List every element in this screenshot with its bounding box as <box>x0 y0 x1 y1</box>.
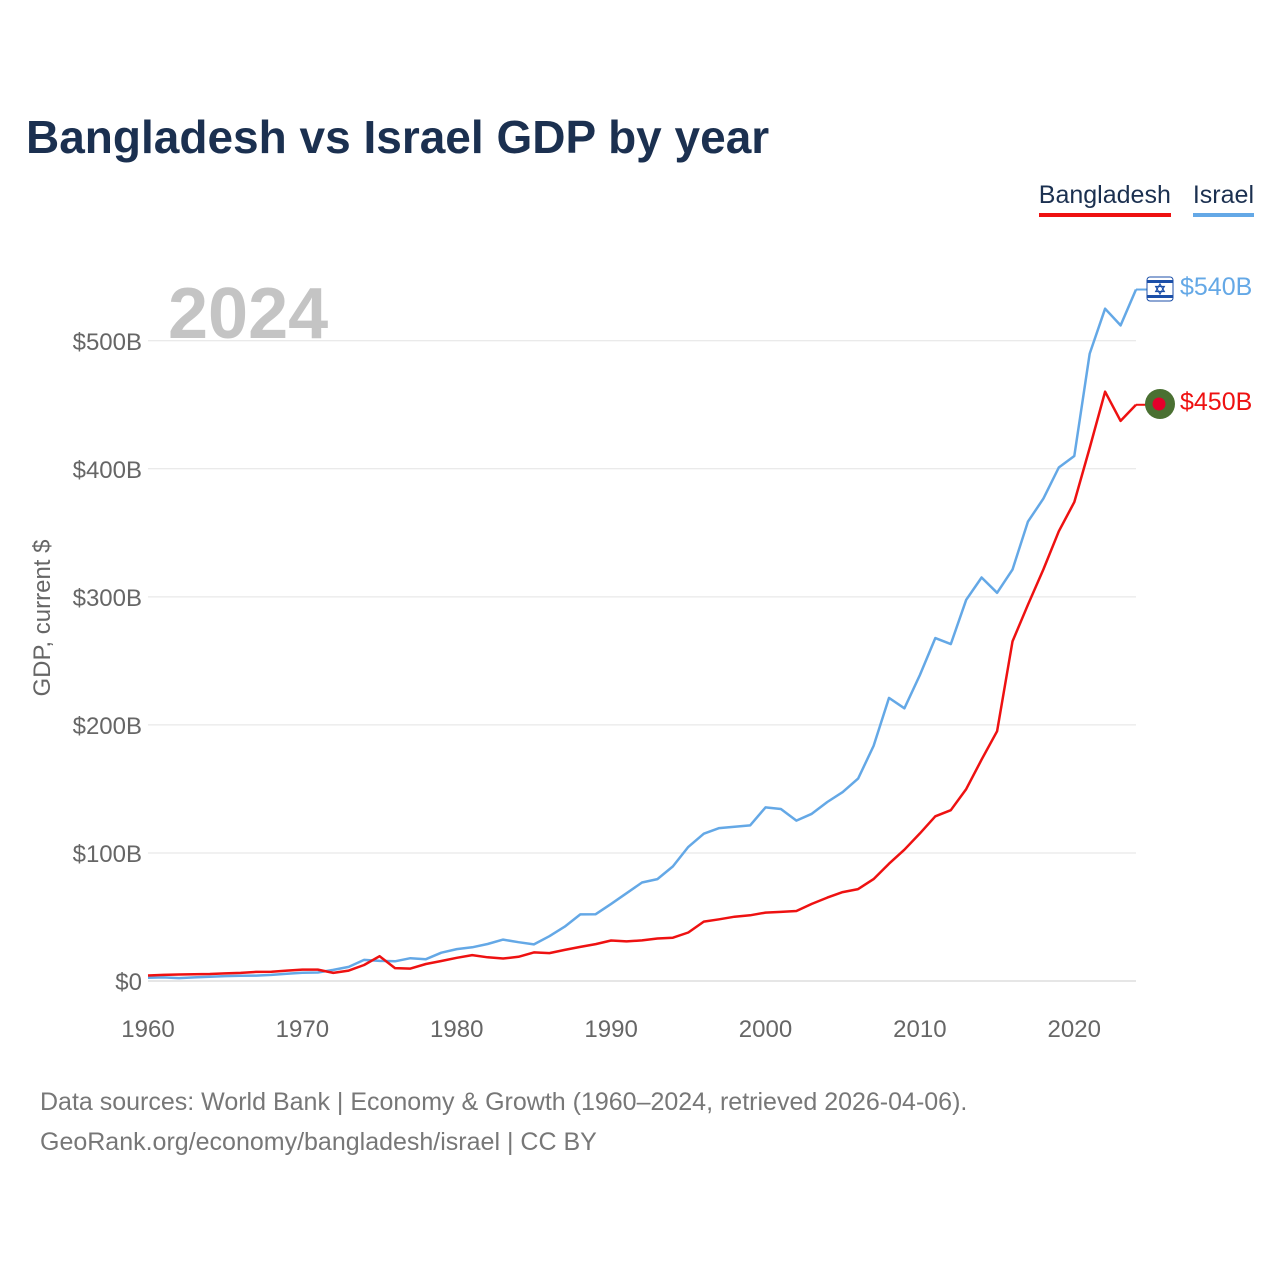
x-tick-label: 2010 <box>893 1016 946 1043</box>
footer: Data sources: World Bank | Economy & Gro… <box>40 1082 967 1162</box>
source-url-text: GeoRank.org/economy/bangladesh/israel | … <box>40 1128 597 1156</box>
legend-israel[interactable]: Israel <box>1192 180 1254 217</box>
y-tick-label: $400B <box>73 457 142 484</box>
bangladesh-flag-icon <box>1145 389 1175 419</box>
x-tick-label: 2000 <box>739 1016 792 1043</box>
x-tick-label: 1980 <box>430 1016 483 1043</box>
x-tick-label: 1990 <box>584 1016 637 1043</box>
y-tick-label: $500B <box>73 329 142 356</box>
israel-end-value: $540B <box>1180 273 1252 301</box>
israel-flag-icon <box>1146 276 1174 302</box>
y-tick-label: $0 <box>115 969 142 996</box>
data-source-text: Data sources: World Bank | Economy & Gro… <box>40 1088 968 1116</box>
y-axis-title: GDP, current $ <box>29 540 56 697</box>
chart-title: Bangladesh vs Israel GDP by year <box>26 111 770 163</box>
x-axis-ticks: 1960 1970 1980 1990 2000 2010 2020 <box>121 1016 1101 1043</box>
bangladesh-end-value: $450B <box>1180 388 1252 416</box>
current-year-label: 2024 <box>168 274 328 354</box>
legend: Bangladesh Israel <box>1038 180 1254 217</box>
legend-bangladesh[interactable]: Bangladesh <box>1038 180 1171 217</box>
series-line-bangladesh[interactable] <box>147 390 1137 977</box>
x-tick-label: 1960 <box>121 1016 174 1043</box>
x-tick-label: 2020 <box>1048 1016 1101 1043</box>
gridlines <box>148 340 1136 982</box>
x-tick-label: 1970 <box>276 1016 329 1043</box>
y-tick-label: $200B <box>73 713 142 740</box>
y-tick-label: $100B <box>73 841 142 868</box>
end-markers: $540B $450B <box>1145 273 1252 419</box>
series-line-israel[interactable] <box>147 289 1138 980</box>
y-axis-ticks: $0 $100B $200B $300B $400B $500B <box>73 329 142 996</box>
y-tick-label: $300B <box>73 585 142 612</box>
series-lines <box>147 288 1148 980</box>
